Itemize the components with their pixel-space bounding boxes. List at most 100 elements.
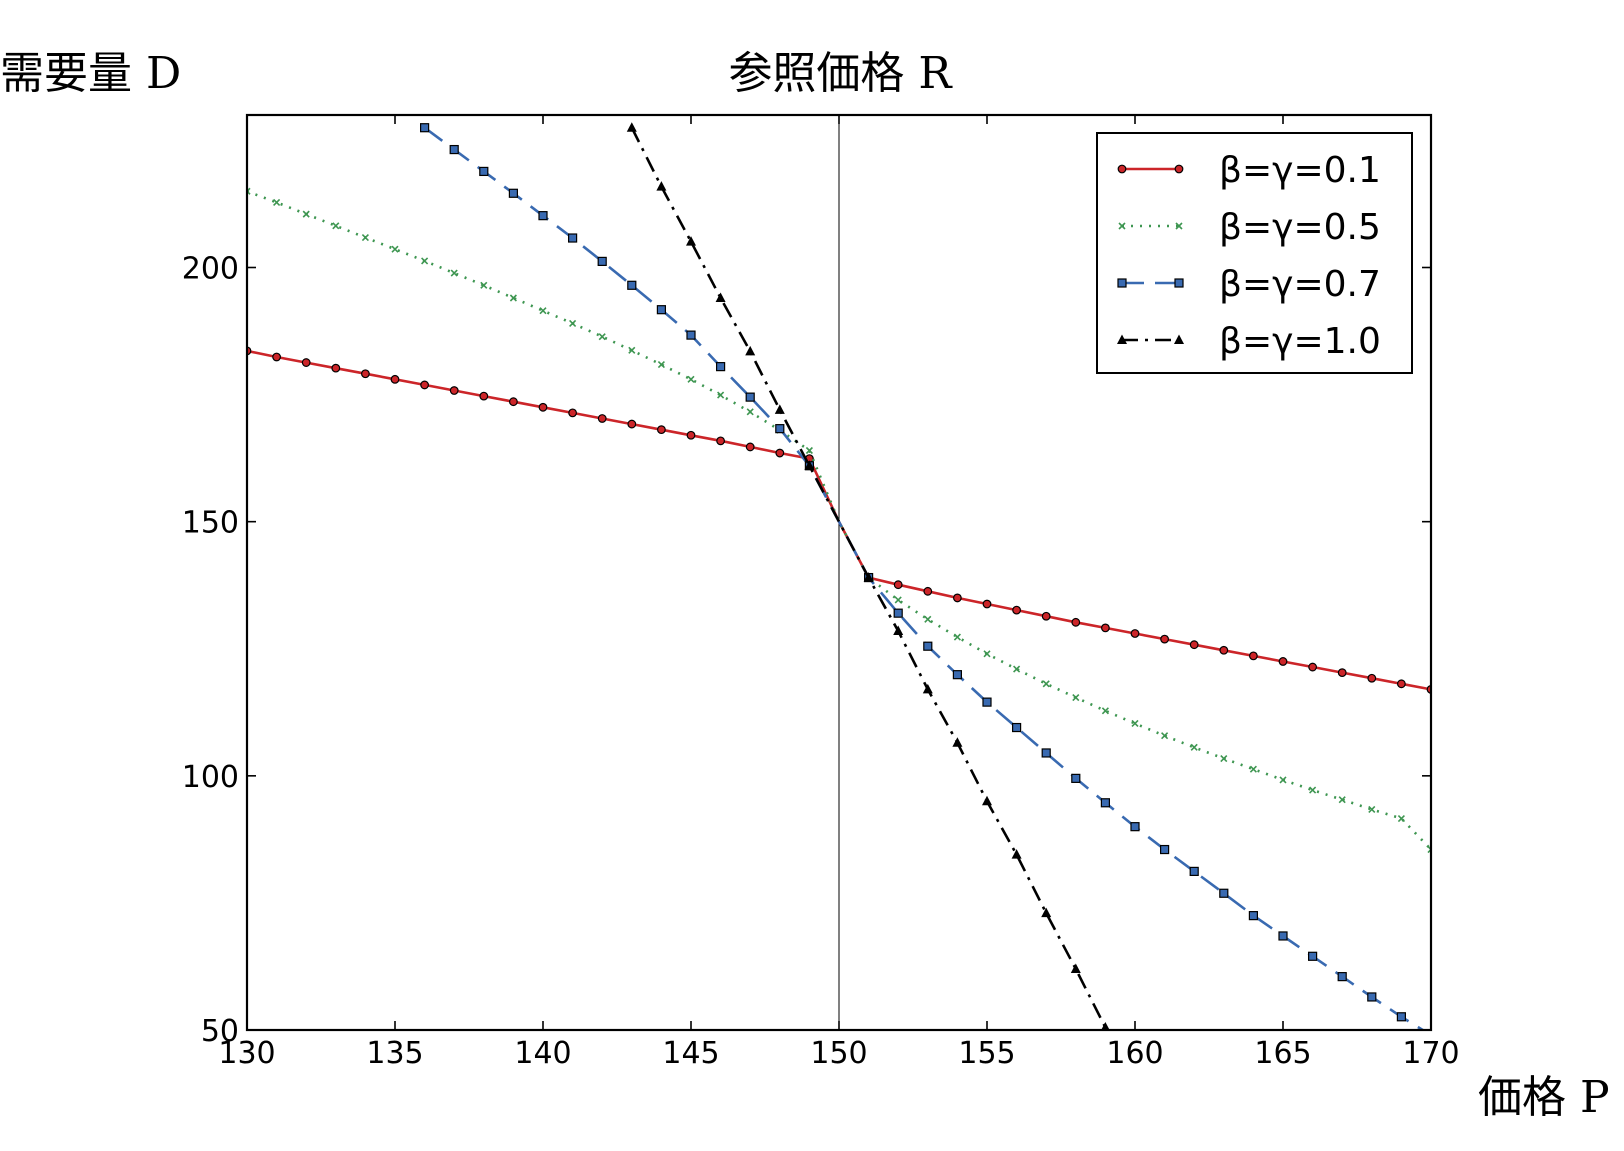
- data-point: [449, 386, 459, 395]
- legend-label: β=γ=1.0: [1219, 321, 1381, 362]
- data-point: [656, 305, 667, 315]
- data-point: [421, 257, 429, 265]
- data-point: [1071, 773, 1081, 783]
- data-point: [922, 683, 933, 694]
- data-point: [745, 345, 756, 356]
- data-point: [1130, 822, 1140, 832]
- data-point: [1189, 866, 1199, 877]
- legend-marker: [1174, 164, 1184, 174]
- legend-label: β=γ=0.7: [1219, 264, 1381, 305]
- data-point: [1307, 951, 1318, 961]
- y-tick-label: 100: [182, 760, 239, 795]
- data-point: [1160, 634, 1169, 644]
- data-point: [686, 236, 696, 246]
- data-point: [686, 430, 696, 440]
- x-tick-label: 155: [958, 1036, 1015, 1071]
- data-point: [893, 625, 904, 635]
- data-point: [420, 123, 430, 133]
- data-point: [923, 586, 933, 596]
- data-point: [893, 608, 903, 618]
- data-point: [1130, 629, 1140, 638]
- data-point: [716, 436, 725, 446]
- data-point: [301, 358, 311, 367]
- data-point: [1248, 651, 1258, 661]
- data-point: [657, 425, 666, 435]
- data-point: [1368, 805, 1376, 813]
- legend: β=γ=0.1 β=γ=0.5 β=γ=0.7 β=γ=1.0: [1096, 132, 1413, 374]
- data-point: [1219, 645, 1229, 655]
- data-point: [1101, 1021, 1110, 1030]
- data-point: [745, 392, 755, 402]
- data-point: [745, 442, 755, 452]
- data-point: [361, 369, 370, 379]
- data-point: [774, 404, 785, 414]
- data-point: [302, 210, 310, 218]
- data-point: [1279, 776, 1287, 784]
- data-point: [597, 256, 607, 266]
- data-point: [1072, 693, 1080, 702]
- data-point: [1337, 668, 1347, 678]
- data-point: [508, 188, 518, 198]
- data-point: [715, 292, 726, 302]
- data-point: [1041, 748, 1051, 758]
- data-point: [361, 233, 369, 242]
- data-point: [272, 352, 282, 362]
- data-point: [1190, 743, 1198, 751]
- series-4: [626, 122, 1110, 1030]
- data-point: [568, 408, 577, 418]
- series-2: [247, 187, 1431, 854]
- x-tick-label: 170: [1402, 1036, 1459, 1071]
- legend-marker: [1174, 278, 1184, 288]
- data-point: [1278, 657, 1288, 666]
- data-point: [627, 419, 637, 429]
- data-point: [480, 281, 488, 289]
- legend-entry: β=γ=0.7: [1117, 264, 1381, 305]
- reference-price-label: 参照価格 R: [728, 48, 953, 99]
- data-point: [1220, 754, 1228, 763]
- data-point: [567, 233, 578, 243]
- data-point: [1337, 972, 1347, 982]
- x-tick-label: 160: [1106, 1036, 1163, 1071]
- x-axis-label: 価格 P: [1478, 1072, 1610, 1123]
- data-point: [1249, 765, 1257, 773]
- legend-marker: [1118, 222, 1126, 230]
- data-point: [627, 280, 637, 290]
- data-point: [420, 380, 430, 390]
- data-point: [1308, 662, 1317, 672]
- data-point: [893, 580, 903, 590]
- data-point: [331, 363, 341, 373]
- data-point: [1071, 617, 1081, 627]
- data-point: [1011, 849, 1022, 859]
- data-point: [1041, 907, 1052, 918]
- data-point: [982, 599, 992, 609]
- data-point: [1012, 605, 1021, 615]
- data-point: [1309, 786, 1317, 794]
- data-point: [450, 269, 458, 277]
- data-point: [1011, 722, 1022, 733]
- data-point: [952, 737, 963, 747]
- x-tick-label: 140: [514, 1036, 571, 1071]
- data-point: [1367, 673, 1377, 683]
- legend-entry: β=γ=0.1: [1117, 150, 1381, 191]
- y-tick-label: 150: [182, 506, 239, 541]
- data-point: [628, 346, 636, 354]
- y-tick-label: 50: [201, 1014, 239, 1049]
- x-tick-label: 135: [366, 1036, 423, 1071]
- data-point: [894, 596, 902, 604]
- legend-marker: [1117, 278, 1127, 288]
- data-point: [1041, 611, 1051, 621]
- data-point: [717, 391, 725, 399]
- y-tick-label: 200: [182, 252, 239, 287]
- data-point: [247, 187, 251, 195]
- data-point: [805, 446, 813, 455]
- data-point: [1159, 844, 1170, 855]
- legend-marker: [1117, 334, 1127, 344]
- plot-area: 130 135 140 145 150 155 160 165 170 50 100 150 200: [182, 113, 1460, 1071]
- data-point: [656, 181, 667, 191]
- data-point: [1161, 732, 1169, 740]
- legend-box: [1096, 132, 1413, 374]
- data-point: [746, 408, 754, 416]
- data-point: [1248, 911, 1259, 921]
- legend-marker: [1174, 334, 1184, 344]
